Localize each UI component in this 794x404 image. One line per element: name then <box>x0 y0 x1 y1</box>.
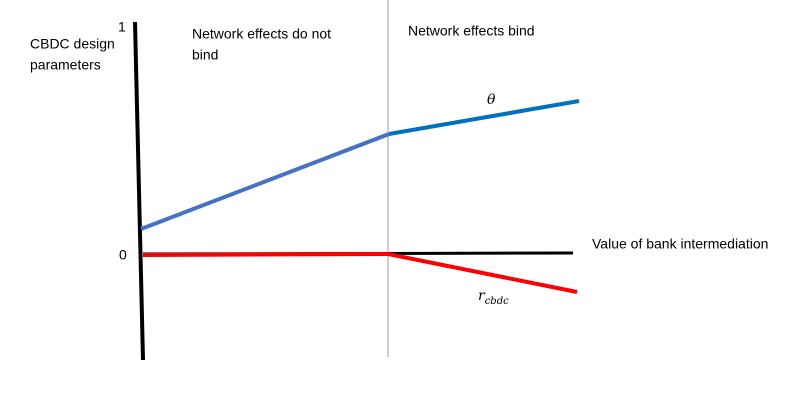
region-label: bind <box>192 47 218 63</box>
y-axis-label: parameters <box>30 57 101 73</box>
y-axis <box>133 21 145 361</box>
region-label: Network effects do not <box>192 26 331 42</box>
theta-curve-right <box>388 99 580 136</box>
curve-label: rcbdc <box>478 288 509 307</box>
x-axis-label: Value of bank intermediation <box>592 236 768 252</box>
curve-label-subscript: cbdc <box>485 296 509 307</box>
origin-label: 0 <box>119 247 127 263</box>
y-top-label: 1 <box>118 19 126 35</box>
region-label: Network effects bind <box>408 23 535 39</box>
y-axis-label: CBDC design <box>30 36 115 52</box>
theta-curve-left <box>140 132 390 231</box>
rcbdc-curve <box>142 251 578 294</box>
curve-label-main: r <box>478 288 486 304</box>
curve-label: θ <box>487 92 496 108</box>
